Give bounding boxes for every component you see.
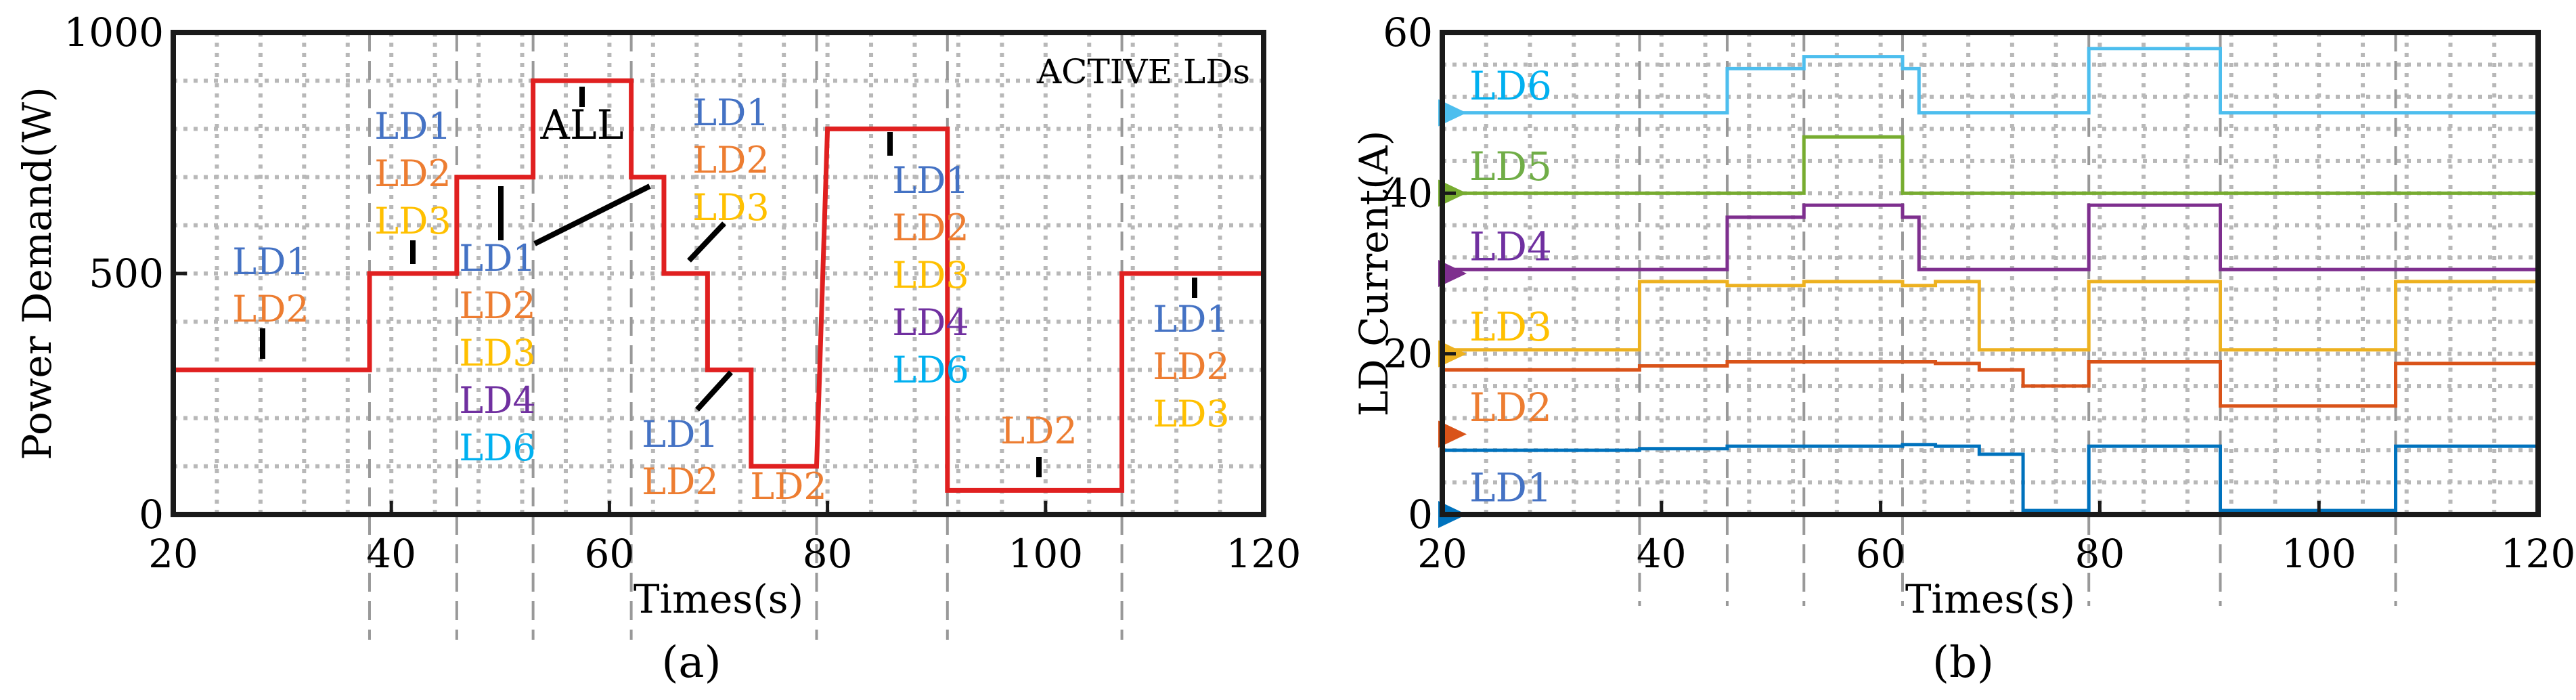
x-tick-label: 80 — [2074, 531, 2125, 577]
annotation-label: LD1 — [892, 159, 969, 202]
x-tick-label: 120 — [2501, 531, 2576, 577]
panel-a-active-lds-legend: ACTIVE LDs — [1036, 52, 1250, 91]
active-lds-annotation: LD1 LD2 LD3 — [687, 91, 770, 263]
x-tick-label: 80 — [803, 531, 853, 577]
active-lds-annotation: LD2 — [750, 465, 827, 508]
annotation-label: LD2 — [1000, 410, 1078, 452]
x-tick-label: 100 — [1008, 531, 1083, 577]
y-tick-label: 20 — [1383, 331, 1433, 377]
panel-a-y-axis-label: Power Demand(W) — [14, 87, 60, 460]
y-tick-label: 0 — [1408, 491, 1433, 538]
series-label-ld2: LD2 — [1469, 385, 1552, 431]
x-tick-label: 40 — [366, 531, 416, 577]
panel-b-series-labels: LD6 LD5 LD4 LD3 LD2 LD1 — [1469, 63, 1552, 510]
panel-a-ticks: 20 40 60 80 100 120 0 500 1000 — [64, 9, 1301, 577]
series-line-ld1 — [1442, 443, 2538, 512]
panel-b-series — [1438, 47, 2538, 528]
series-marker-ld6 — [1438, 99, 1467, 127]
series-line-ld6 — [1442, 47, 2538, 115]
annotation-label: LD4 — [892, 301, 969, 344]
annotation-pointer — [695, 370, 733, 412]
series-marker-ld4 — [1438, 260, 1467, 287]
x-tick-label: 60 — [1856, 531, 1906, 577]
panel-b-y-axis-label: LD Current(A) — [1351, 131, 1397, 417]
annotation-label: LD3 — [1153, 393, 1230, 435]
panel-a-series — [173, 78, 1264, 493]
series-label-ld6: LD6 — [1469, 63, 1552, 109]
x-tick-label: 100 — [2282, 531, 2357, 577]
x-tick-label: 20 — [148, 531, 198, 577]
series-label-ld1: LD1 — [1469, 464, 1552, 510]
series-line-power-demand — [173, 78, 1264, 493]
x-tick-label: 20 — [1417, 531, 1467, 577]
panel-a-x-axis-label: Times(s) — [634, 576, 803, 622]
series-line-ld5 — [1442, 135, 2538, 195]
y-tick-label: 60 — [1383, 9, 1433, 56]
annotation-label: LD1 — [459, 237, 536, 280]
annotation-label: LD1 — [232, 240, 309, 283]
annotation-label: LD2 — [374, 152, 451, 195]
x-tick-label: 60 — [584, 531, 634, 577]
panel-b-x-axis-label: Times(s) — [1905, 576, 2075, 622]
annotation-label: LD1 — [1153, 298, 1230, 341]
series-marker-ld2 — [1438, 420, 1467, 448]
annotation-label: LD2 — [642, 460, 719, 503]
annotation-label: LD3 — [459, 332, 536, 374]
annotation-label: ALL — [539, 102, 623, 149]
annotation-label: LD3 — [892, 254, 969, 297]
y-tick-label: 1000 — [64, 9, 164, 56]
annotation-label: LD2 — [459, 284, 536, 327]
annotation-label: LD1 — [374, 105, 451, 148]
panel-b-label: (b) — [1932, 638, 1994, 688]
panel-b-event-lines — [1638, 32, 2397, 606]
active-lds-annotation: LD2 — [1000, 410, 1078, 477]
annotation-label: LD2 — [750, 465, 827, 508]
annotation-label: LD6 — [459, 426, 536, 469]
x-tick-label: 40 — [1637, 531, 1687, 577]
series-line-ld3 — [1442, 280, 2538, 352]
annotation-pointer — [533, 183, 651, 246]
annotation-label: LD4 — [459, 379, 536, 422]
annotation-label: LD2 — [692, 139, 770, 181]
panel-a-label: (a) — [661, 638, 721, 688]
annotation-label: LD3 — [692, 186, 770, 229]
annotation-pointer — [687, 221, 726, 263]
annotation-label: LD1 — [692, 91, 770, 134]
y-tick-label: 0 — [139, 491, 164, 538]
annotation-label: LD3 — [374, 200, 451, 242]
series-line-ld2 — [1442, 360, 2538, 408]
y-tick-label: 40 — [1383, 170, 1433, 216]
annotation-label: LD2 — [892, 206, 969, 249]
series-line-ld4 — [1442, 203, 2538, 271]
active-lds-annotation: ALL — [539, 87, 624, 149]
series-label-ld5: LD5 — [1469, 144, 1552, 190]
panel-b-grid — [1442, 32, 2538, 515]
x-tick-label: 120 — [1226, 531, 1302, 577]
annotation-label: LD1 — [642, 413, 719, 456]
panel-b-axes-box — [1440, 30, 2541, 517]
series-label-ld4: LD4 — [1469, 223, 1552, 269]
series-label-ld3: LD3 — [1469, 304, 1552, 350]
y-tick-label: 500 — [89, 250, 164, 297]
annotation-label: LD2 — [1153, 345, 1230, 388]
annotation-label: LD6 — [892, 349, 969, 391]
annotation-label: LD2 — [232, 288, 309, 330]
